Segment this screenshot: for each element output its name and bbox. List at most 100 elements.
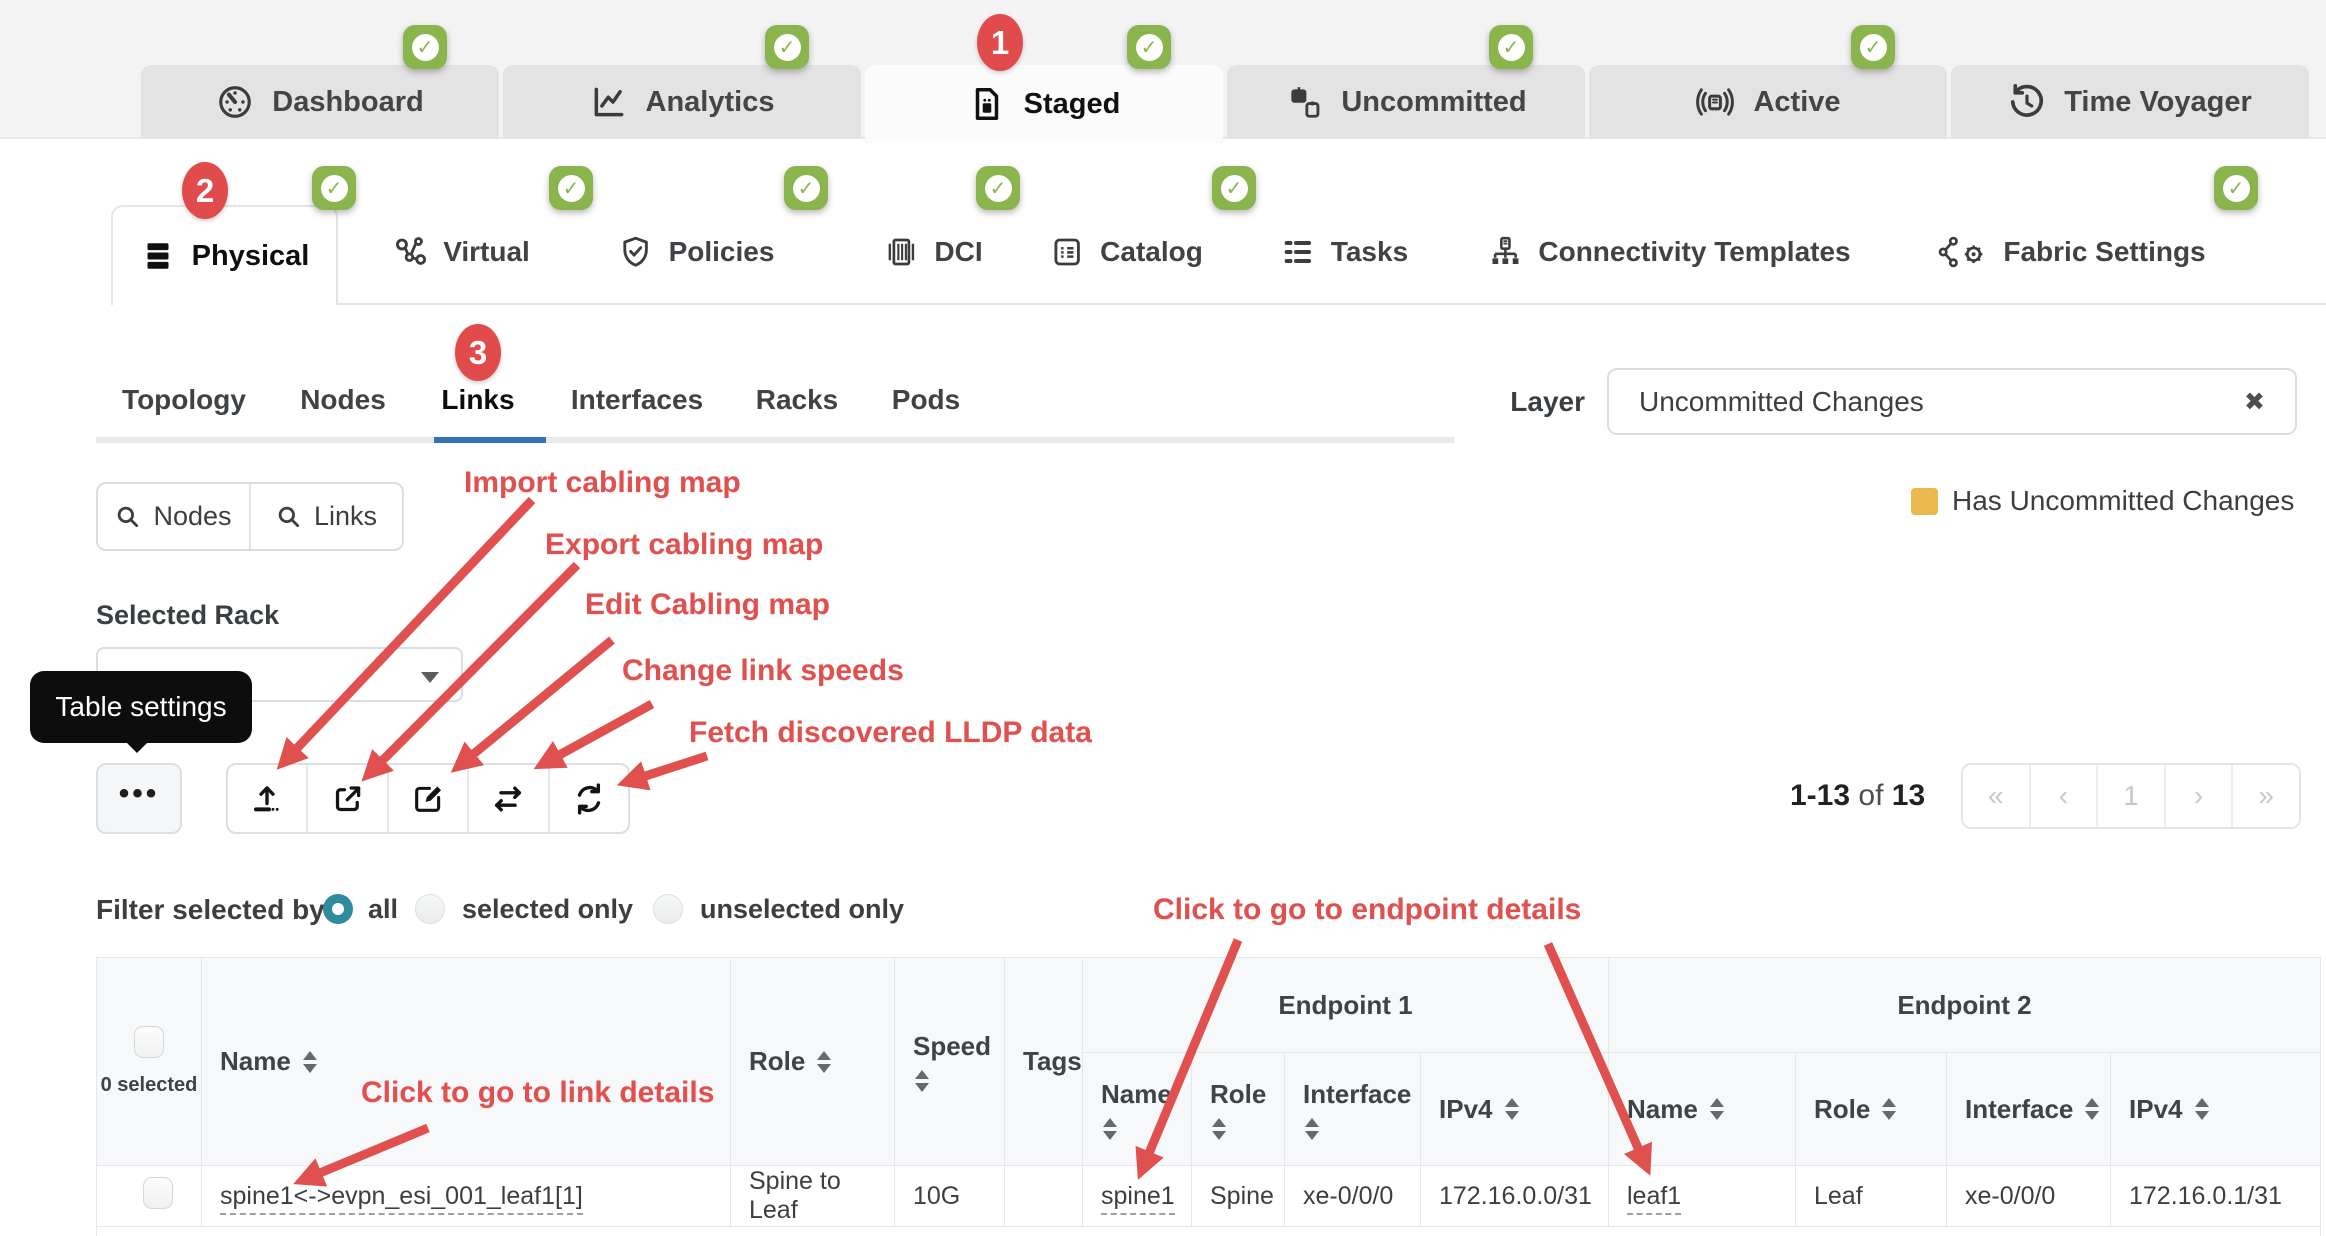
edit-cabling-map-button[interactable]	[386, 765, 467, 832]
col-header-speed[interactable]: Speed	[894, 957, 1005, 1166]
search-button-group: Nodes Links	[96, 482, 404, 551]
chevron-left-icon: ‹	[2058, 780, 2069, 811]
radio-selected-only-label[interactable]: selected only	[462, 894, 634, 924]
tab-dci[interactable]: DCI	[883, 228, 983, 276]
link-role-cell: Spine to Leaf	[730, 1165, 895, 1227]
subnav-topology[interactable]: Topology	[122, 384, 246, 415]
col-header-tags[interactable]: Tags	[1004, 957, 1083, 1166]
subnav-nodes[interactable]: Nodes	[300, 384, 386, 415]
ep1-name-cell: spine1	[1082, 1165, 1192, 1227]
tab-analytics[interactable]: Analytics ✓	[503, 25, 861, 139]
radio-all[interactable]	[323, 894, 353, 924]
annotation-edit-cabling-map: Edit Cabling map	[585, 588, 831, 621]
tab-uncommitted[interactable]: Uncommitted ✓	[1227, 25, 1585, 139]
double-chevron-right-icon: »	[2258, 780, 2274, 811]
ellipsis-icon: •••	[118, 776, 160, 810]
uncommitted-icon	[1291, 87, 1320, 118]
subnav-links[interactable]: Links	[441, 384, 515, 415]
export-cabling-map-button[interactable]	[306, 765, 386, 832]
tab-label: Catalog	[1100, 236, 1203, 267]
green-check-badge: ✓	[976, 166, 1020, 210]
radio-selected-only[interactable]	[415, 894, 445, 924]
tab-policies[interactable]: Policies	[618, 228, 775, 276]
prev-page-button[interactable]: ‹	[2028, 765, 2097, 827]
col-header-ep2-interface[interactable]: Interface	[1946, 1052, 2111, 1166]
upload-icon	[254, 785, 279, 811]
tab-label: Time Voyager	[2064, 85, 2252, 118]
tab-physical[interactable]: Physical	[111, 205, 338, 305]
table-settings-button[interactable]: •••	[96, 763, 182, 834]
col-header-ep2-name[interactable]: Name	[1608, 1052, 1796, 1166]
sort-icon	[1882, 1098, 1897, 1120]
policies-icon	[623, 236, 648, 267]
row-select-cell	[96, 1165, 202, 1227]
pagination-range: 1-13	[1790, 779, 1851, 812]
radio-unselected-only-label[interactable]: unselected only	[700, 894, 905, 924]
ep2-name-link[interactable]: leaf1	[1627, 1181, 1682, 1215]
green-check-badge: ✓	[549, 166, 593, 210]
col-header-role[interactable]: Role	[730, 957, 895, 1166]
search-links-label: Links	[313, 501, 378, 531]
pagination-controls: « ‹ 1 › »	[1961, 763, 2301, 829]
tab-label: Policies	[668, 236, 775, 267]
row-checkbox[interactable]	[143, 1176, 173, 1209]
sort-icon	[2085, 1098, 2100, 1120]
selected-rack-label: Selected Rack	[96, 600, 280, 630]
subnav-racks[interactable]: Racks	[755, 384, 839, 415]
clear-icon[interactable]: ✖	[2244, 387, 2265, 416]
link-name-link[interactable]: spine1<->evpn_esi_001_leaf1[1]	[220, 1181, 583, 1215]
ep2-interface-cell: xe-0/0/0	[1946, 1165, 2111, 1227]
col-header-ep1-role[interactable]: Role	[1191, 1052, 1285, 1166]
tab-catalog[interactable]: Catalog	[1049, 228, 1203, 276]
fetch-lldp-button[interactable]	[547, 765, 628, 832]
tab-tasks[interactable]: Tasks	[1280, 228, 1408, 276]
ep2-ipv4-cell: 172.16.0.1/31	[2110, 1165, 2321, 1227]
subnav-pods[interactable]: Pods	[891, 384, 961, 415]
col-header-ep1-interface[interactable]: Interface	[1284, 1052, 1421, 1166]
ep1-name-link[interactable]: spine1	[1101, 1181, 1175, 1215]
col-header-name[interactable]: Name	[201, 957, 731, 1166]
subnav-interfaces[interactable]: Interfaces	[570, 384, 704, 415]
radio-all-label[interactable]: all	[368, 894, 399, 924]
cabling-toolbar	[226, 763, 630, 834]
tab-dashboard[interactable]: Dashboard ✓	[141, 25, 499, 139]
layer-value: Uncommitted Changes	[1639, 385, 1924, 417]
table-row-partial	[96, 1226, 2321, 1236]
annotation-fetch-lldp: Fetch discovered LLDP data	[689, 716, 1092, 749]
tab-staged[interactable]: Staged ✓ 1	[865, 14, 1223, 143]
search-links-button[interactable]: Links	[251, 484, 402, 549]
col-header-ep1-ipv4[interactable]: IPv4	[1420, 1052, 1609, 1166]
swap-arrows-icon	[495, 786, 522, 811]
sort-icon	[1103, 1117, 1117, 1140]
dci-icon	[888, 238, 915, 266]
import-cabling-map-button[interactable]	[228, 765, 306, 832]
layer-select[interactable]: Uncommitted Changes ✖	[1607, 368, 2297, 435]
next-page-button[interactable]: ›	[2163, 765, 2232, 827]
change-link-speeds-button[interactable]	[467, 765, 547, 832]
tab-virtual[interactable]: Virtual	[392, 228, 530, 276]
col-header-ep2-role[interactable]: Role	[1795, 1052, 1947, 1166]
time-voyager-icon	[2011, 84, 2044, 117]
pagination-of: of	[1858, 779, 1884, 812]
first-page-button[interactable]: «	[1963, 765, 2029, 827]
search-nodes-button[interactable]: Nodes	[98, 484, 251, 549]
last-page-button[interactable]: »	[2231, 765, 2299, 827]
ep1-ipv4-cell: 172.16.0.0/31	[1420, 1165, 1609, 1227]
tab-active[interactable]: Active ✓	[1589, 25, 1947, 139]
select-all-checkbox[interactable]	[134, 1026, 164, 1058]
col-header-ep1-name[interactable]: Name	[1082, 1052, 1192, 1166]
current-page-button[interactable]: 1	[2096, 765, 2164, 827]
double-chevron-left-icon: «	[1988, 780, 2004, 811]
radio-unselected-only[interactable]	[653, 894, 683, 924]
step-marker-3: 3	[455, 324, 501, 381]
tab-time-voyager[interactable]: Time Voyager	[1951, 65, 2309, 139]
sort-icon	[1709, 1098, 1724, 1120]
col-header-ep2-ipv4[interactable]: IPv4	[2110, 1052, 2321, 1166]
table-settings-tooltip: Table settings	[30, 671, 252, 753]
active-icon	[1696, 88, 1735, 116]
tab-fabric-settings[interactable]: Fabric Settings	[1936, 228, 2206, 276]
annotation-change-link-speeds: Change link speeds	[622, 654, 904, 687]
green-check-badge: ✓	[784, 166, 828, 210]
sort-icon	[1212, 1117, 1226, 1140]
tab-connectivity-templates[interactable]: Connectivity Templates	[1487, 228, 1851, 276]
